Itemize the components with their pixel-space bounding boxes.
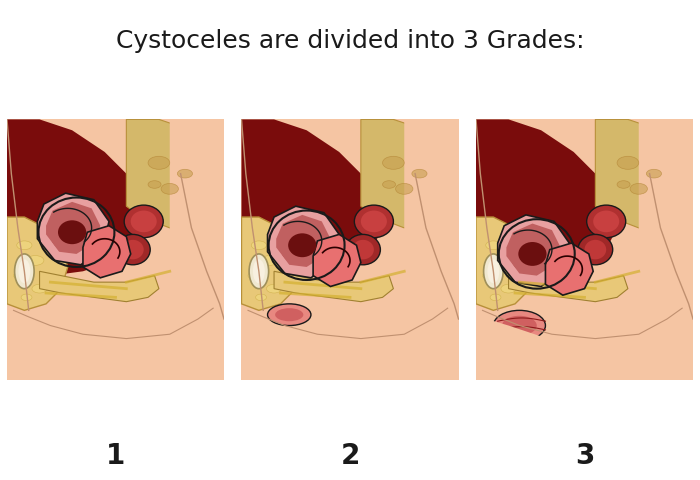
Ellipse shape [421, 195, 475, 325]
Ellipse shape [18, 259, 30, 283]
Ellipse shape [382, 180, 396, 188]
Polygon shape [545, 243, 593, 295]
Polygon shape [7, 311, 224, 380]
Polygon shape [498, 215, 569, 287]
Ellipse shape [395, 183, 413, 194]
Polygon shape [595, 120, 682, 228]
Ellipse shape [412, 169, 427, 178]
Ellipse shape [494, 311, 545, 341]
Ellipse shape [261, 255, 279, 265]
Ellipse shape [361, 211, 387, 232]
Ellipse shape [267, 304, 311, 325]
Ellipse shape [248, 272, 261, 279]
Ellipse shape [502, 316, 537, 336]
Ellipse shape [655, 195, 700, 325]
Ellipse shape [288, 233, 316, 257]
Polygon shape [241, 120, 382, 276]
Ellipse shape [487, 259, 499, 283]
Ellipse shape [490, 294, 501, 300]
Ellipse shape [251, 241, 267, 250]
Ellipse shape [511, 239, 550, 274]
Polygon shape [274, 271, 393, 302]
Ellipse shape [177, 169, 192, 178]
Ellipse shape [21, 294, 32, 300]
Polygon shape [405, 120, 458, 319]
Ellipse shape [186, 195, 240, 325]
Polygon shape [37, 193, 109, 265]
Ellipse shape [501, 284, 516, 293]
Polygon shape [638, 120, 693, 319]
Polygon shape [267, 206, 339, 278]
Ellipse shape [256, 294, 267, 300]
Ellipse shape [354, 205, 393, 238]
Polygon shape [83, 226, 131, 278]
Polygon shape [476, 217, 537, 311]
Ellipse shape [116, 234, 150, 265]
Polygon shape [170, 120, 224, 319]
Polygon shape [476, 120, 617, 276]
Ellipse shape [617, 156, 639, 169]
Ellipse shape [496, 255, 513, 265]
Ellipse shape [587, 205, 626, 238]
Text: 1: 1 [106, 442, 125, 470]
Text: 3: 3 [575, 442, 594, 470]
Ellipse shape [58, 220, 86, 244]
Ellipse shape [486, 241, 501, 250]
Ellipse shape [249, 254, 269, 288]
Polygon shape [276, 215, 330, 267]
Text: Cystoceles are divided into 3 Grades:: Cystoceles are divided into 3 Grades: [116, 29, 584, 53]
Polygon shape [241, 311, 458, 380]
Ellipse shape [630, 183, 648, 194]
Polygon shape [7, 217, 68, 311]
Polygon shape [7, 120, 148, 276]
Ellipse shape [646, 169, 662, 178]
Ellipse shape [32, 284, 47, 293]
Ellipse shape [482, 272, 496, 279]
Ellipse shape [484, 254, 503, 288]
Ellipse shape [131, 211, 157, 232]
Ellipse shape [352, 240, 374, 259]
Ellipse shape [13, 272, 27, 279]
Polygon shape [40, 271, 159, 302]
Ellipse shape [593, 211, 620, 232]
Ellipse shape [578, 234, 612, 265]
Ellipse shape [148, 180, 161, 188]
Ellipse shape [253, 259, 265, 283]
Polygon shape [241, 217, 302, 311]
Polygon shape [127, 120, 214, 228]
Polygon shape [313, 234, 361, 287]
Ellipse shape [27, 255, 44, 265]
Polygon shape [46, 202, 100, 254]
Ellipse shape [382, 156, 405, 169]
Ellipse shape [275, 308, 303, 321]
Ellipse shape [50, 217, 90, 252]
Ellipse shape [267, 284, 281, 293]
Ellipse shape [346, 234, 380, 265]
Ellipse shape [124, 205, 163, 238]
Ellipse shape [122, 240, 144, 259]
Ellipse shape [584, 240, 606, 259]
Ellipse shape [148, 156, 170, 169]
Text: 2: 2 [340, 442, 360, 470]
Ellipse shape [617, 180, 630, 188]
Polygon shape [509, 271, 628, 302]
Polygon shape [476, 311, 693, 380]
Ellipse shape [161, 183, 178, 194]
Ellipse shape [17, 241, 32, 250]
Ellipse shape [281, 230, 320, 265]
Ellipse shape [15, 254, 34, 288]
Polygon shape [361, 120, 448, 228]
Polygon shape [506, 224, 561, 276]
Ellipse shape [518, 242, 547, 266]
